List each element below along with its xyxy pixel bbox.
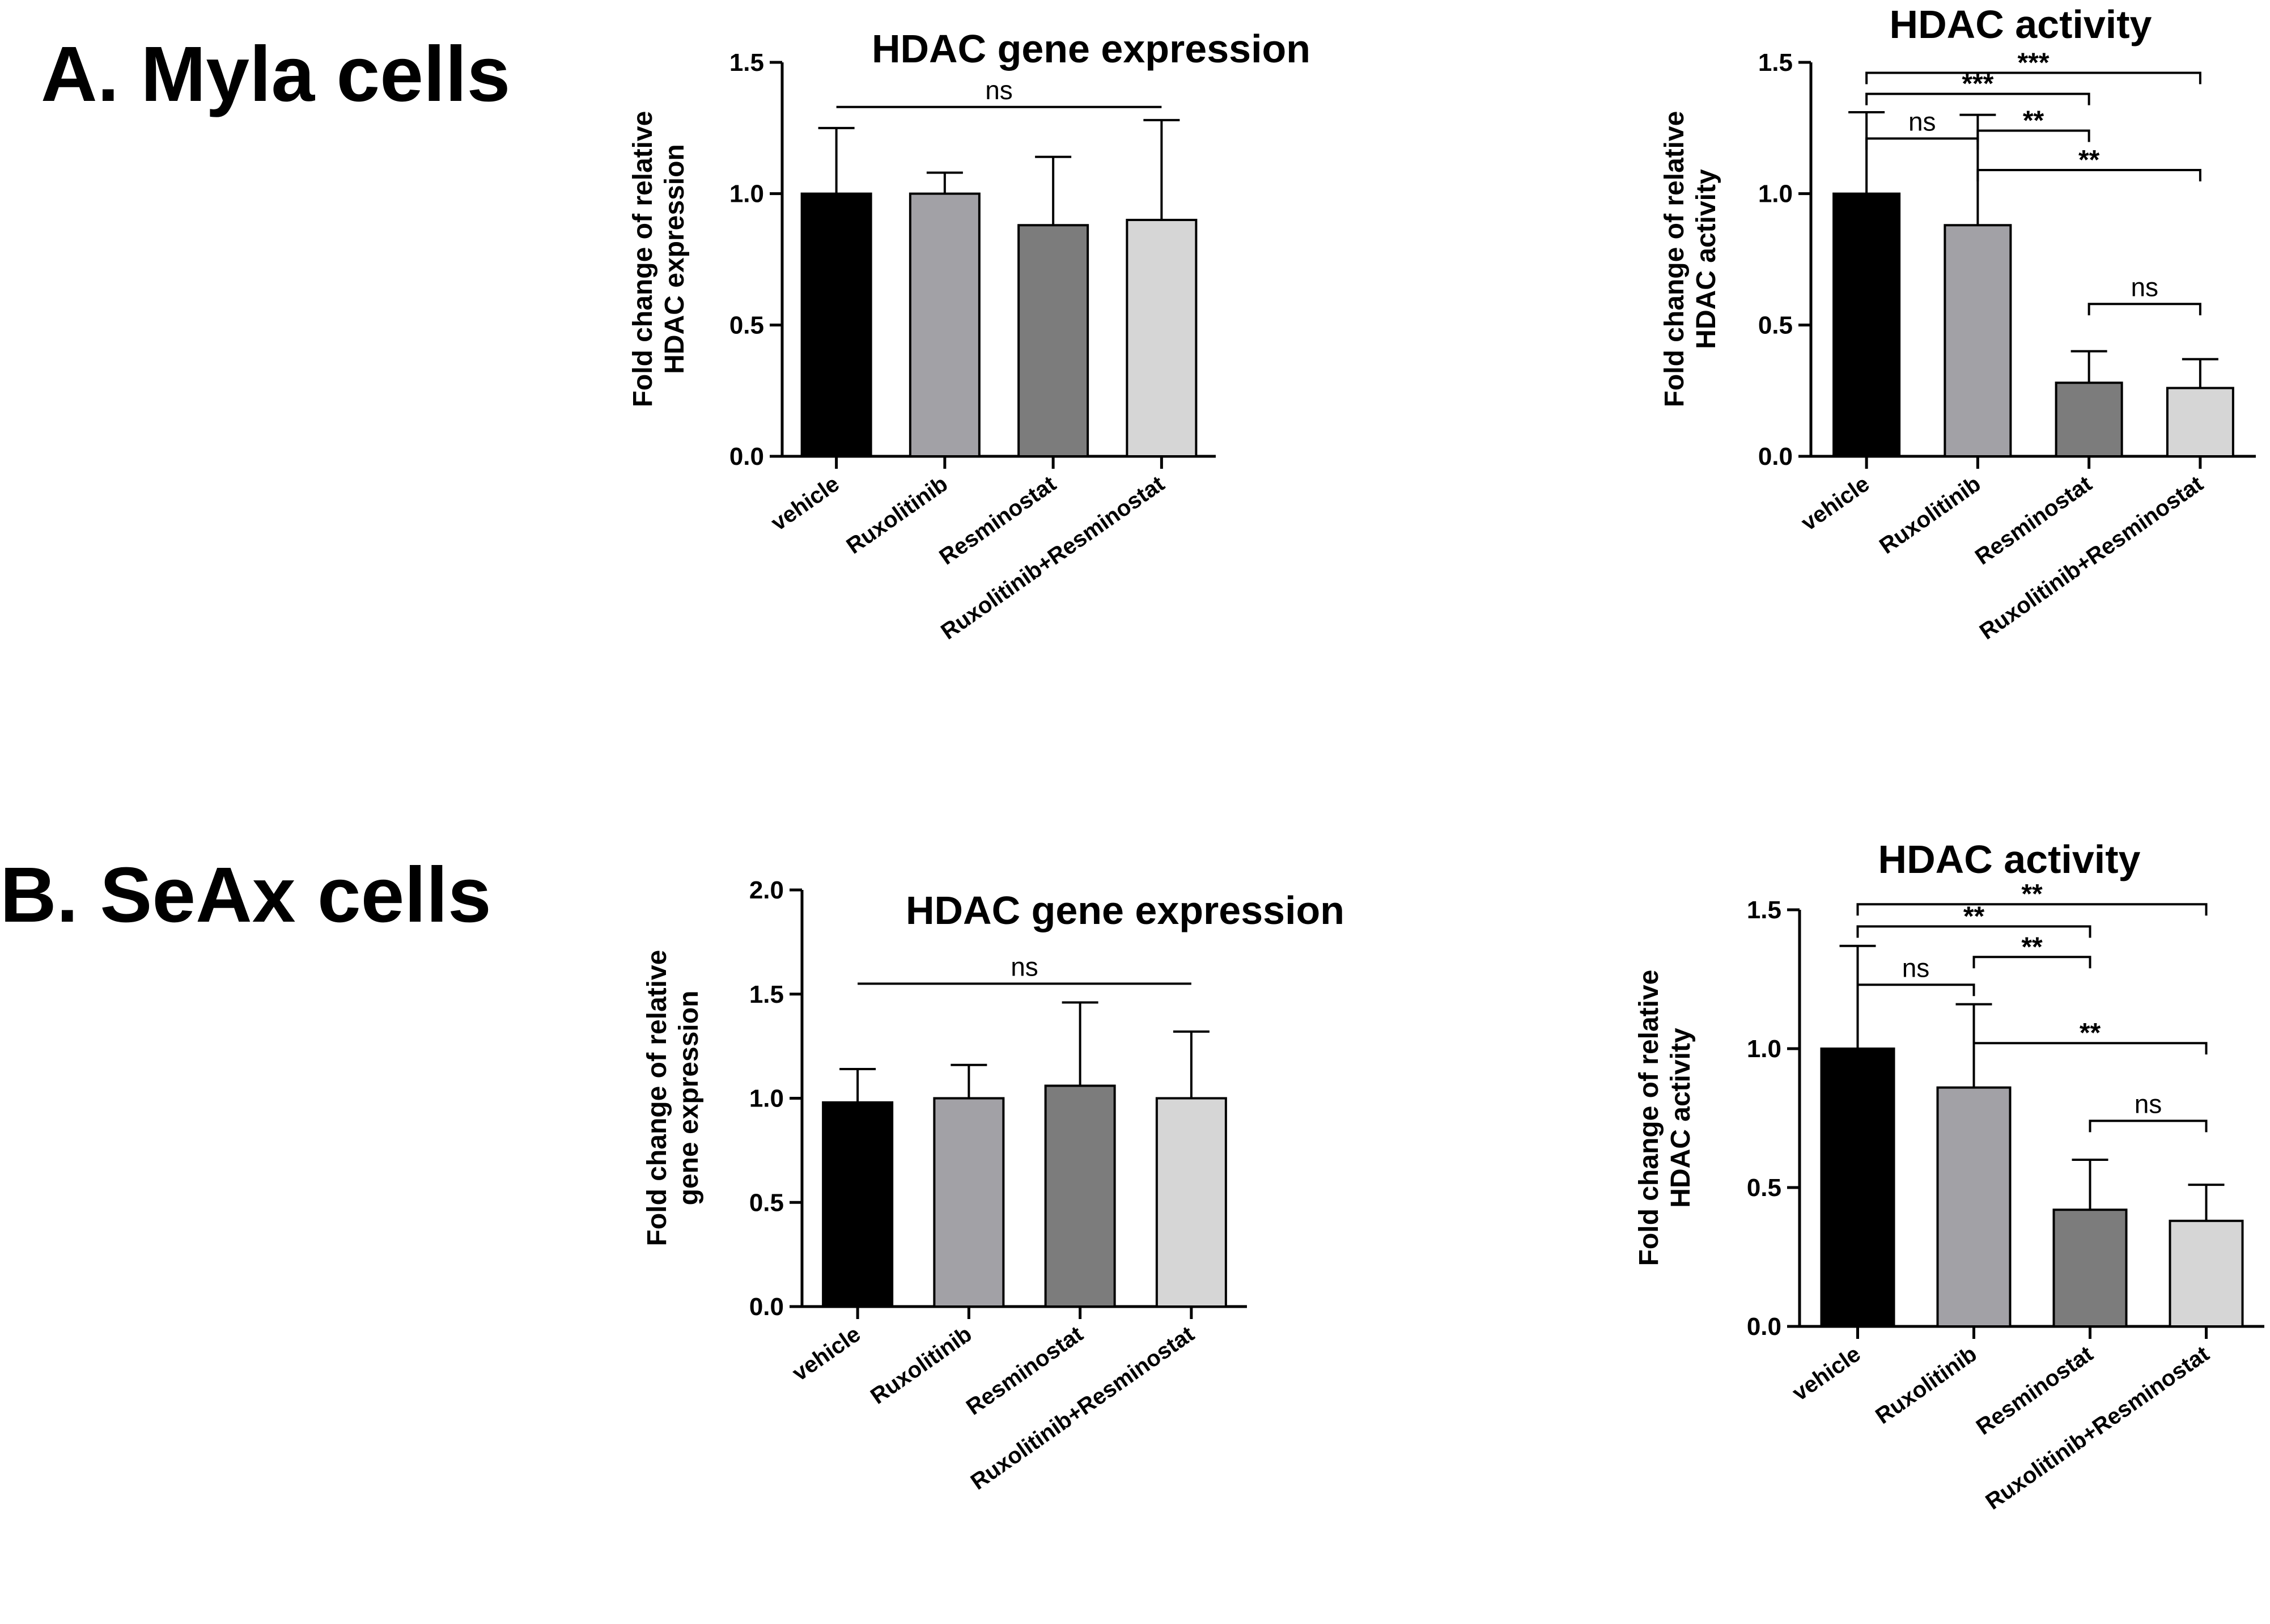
- chart-b-hdac-activity: 0.0 0.5 1.0 1.5 vehicle RuxolitinibResminosta…: [1634, 837, 2264, 1515]
- y-axis-label: Fold change of relativegene expression: [642, 950, 704, 1246]
- bar-ruxolitinib: [1936, 1086, 2012, 1328]
- category-label: vehicle: [788, 1321, 865, 1386]
- y-tick-label: 0.0: [729, 443, 764, 470]
- panel-a-label: A. Myla cells: [41, 31, 511, 118]
- significance-label: ns: [2135, 1089, 2162, 1118]
- bar-ruxolitinib-resminostat: [1155, 1097, 1227, 1308]
- panel-b-label: B. SeAx cells: [0, 851, 491, 939]
- significance-label: **: [1963, 901, 1985, 931]
- significance-bracket: [1856, 903, 2208, 916]
- significance-label: **: [2080, 1018, 2101, 1048]
- bar-resminostat: [1017, 224, 1089, 457]
- significance-label: **: [2021, 932, 2043, 962]
- significance-label: ns: [1908, 107, 1936, 136]
- bar-resminostat: [2055, 381, 2123, 457]
- significance-label: ns: [985, 75, 1013, 105]
- significance-label: **: [2021, 879, 2043, 909]
- category-label: vehicle: [1788, 1341, 1865, 1406]
- y-tick-label: 0.0: [1758, 443, 1793, 470]
- bar-ruxolitinib-resminostat: [2166, 387, 2234, 457]
- y-axis-label-line: HDAC expression: [660, 144, 690, 374]
- category-label: Ruxolitinib+Resminostat: [1981, 1341, 2213, 1515]
- chart-title: HDAC activity: [1890, 2, 2152, 46]
- y-axis-label-line: Fold change of relative: [1660, 111, 1690, 408]
- y-tick-label: 1.0: [1747, 1035, 1781, 1063]
- y-tick-label: 1.5: [1758, 49, 1793, 77]
- bar-vehicle: [1820, 1048, 1895, 1328]
- bar-vehicle: [800, 192, 872, 457]
- significance-bracket: [1865, 71, 2201, 84]
- y-tick-label: 1.5: [749, 981, 784, 1008]
- bar-ruxolitinib: [933, 1097, 1005, 1308]
- bar-resminostat: [2052, 1209, 2128, 1328]
- significance-label: ns: [1011, 952, 1038, 981]
- category-label: vehicle: [766, 471, 843, 536]
- significance-bracket: [2089, 1120, 2208, 1133]
- category-label: Ruxolitinib+Resminostat: [966, 1321, 1199, 1495]
- y-axis-label: Fold change of relativeHDAC activity: [1660, 111, 1721, 408]
- significance-bracket: [1976, 129, 2090, 142]
- category-label: Resminostat: [1972, 1341, 2098, 1440]
- significance-bracket: [1976, 168, 2201, 181]
- significance-bracket: [1865, 137, 1979, 150]
- y-tick-label: 1.0: [729, 180, 764, 208]
- y-axis-label-line: HDAC activity: [1691, 169, 1721, 349]
- y-tick-label: 2.0: [749, 876, 784, 904]
- category-label: Ruxolitinib: [842, 471, 953, 559]
- chart-title: HDAC activity: [1878, 837, 2141, 881]
- significance-bracket: [1856, 925, 2091, 938]
- category-label: Ruxolitinib+Resminostat: [936, 471, 1169, 644]
- y-tick-label: 0.0: [1747, 1313, 1781, 1341]
- bar-ruxolitinib: [1944, 224, 2012, 457]
- y-tick-label: 1.0: [1758, 180, 1793, 208]
- significance-bracket: [1865, 92, 2090, 105]
- significance-label: **: [2023, 105, 2044, 135]
- chart-a-gene-expression: 0.00.51.01.5vehicleRuxolitinibResminosta…: [628, 27, 1310, 644]
- significance-bracket: [1972, 956, 2091, 969]
- chart-title: HDAC gene expression: [872, 27, 1310, 71]
- bar-ruxolitinib: [909, 192, 981, 457]
- bar-vehicle: [1832, 192, 1901, 457]
- y-axis-label-line: Fold change of relative: [628, 111, 658, 408]
- significance-label: **: [2078, 145, 2100, 175]
- bar-resminostat: [1044, 1084, 1116, 1308]
- significance-bracket: [2087, 303, 2201, 316]
- y-axis-label-line: gene expression: [674, 991, 704, 1206]
- y-tick-label: 1.0: [749, 1085, 784, 1113]
- y-tick-label: 0.5: [749, 1189, 784, 1216]
- significance-label: ***: [2017, 48, 2049, 78]
- y-axis-label-line: HDAC activity: [1666, 1028, 1696, 1208]
- y-tick-label: 1.5: [729, 49, 764, 77]
- y-axis-label: Fold change of relativeHDAC expression: [628, 111, 690, 408]
- significance-bracket: [1972, 1042, 2208, 1055]
- y-tick-label: 0.5: [1758, 311, 1793, 339]
- y-axis-label: Fold change of relativeHDAC activity: [1634, 970, 1696, 1266]
- y-axis-label-line: Fold change of relative: [1634, 970, 1664, 1266]
- y-tick-label: 0.5: [1747, 1174, 1781, 1202]
- category-label: vehicle: [1797, 471, 1874, 536]
- category-label: Ruxolitinib+Resminostat: [1975, 471, 2208, 644]
- significance-label: ns: [1902, 953, 1930, 982]
- significance-bracket: [1856, 983, 1975, 997]
- chart-title: HDAC gene expression: [906, 888, 1344, 932]
- y-axis-label-line: Fold change of relative: [642, 950, 672, 1246]
- y-tick-label: 0.5: [729, 311, 764, 339]
- bar-ruxolitinib-resminostat: [2169, 1219, 2244, 1328]
- y-tick-label: 1.5: [1747, 896, 1781, 924]
- bar-ruxolitinib-resminostat: [1126, 219, 1198, 457]
- bar-vehicle: [822, 1101, 894, 1308]
- category-label: Ruxolitinib: [1875, 471, 1985, 559]
- category-label: Ruxolitinib: [1871, 1341, 1982, 1429]
- significance-label: ***: [1962, 69, 1993, 99]
- category-label: Ruxolitinib: [866, 1321, 977, 1409]
- y-tick-label: 0.0: [749, 1293, 784, 1321]
- significance-label: ns: [2131, 272, 2158, 302]
